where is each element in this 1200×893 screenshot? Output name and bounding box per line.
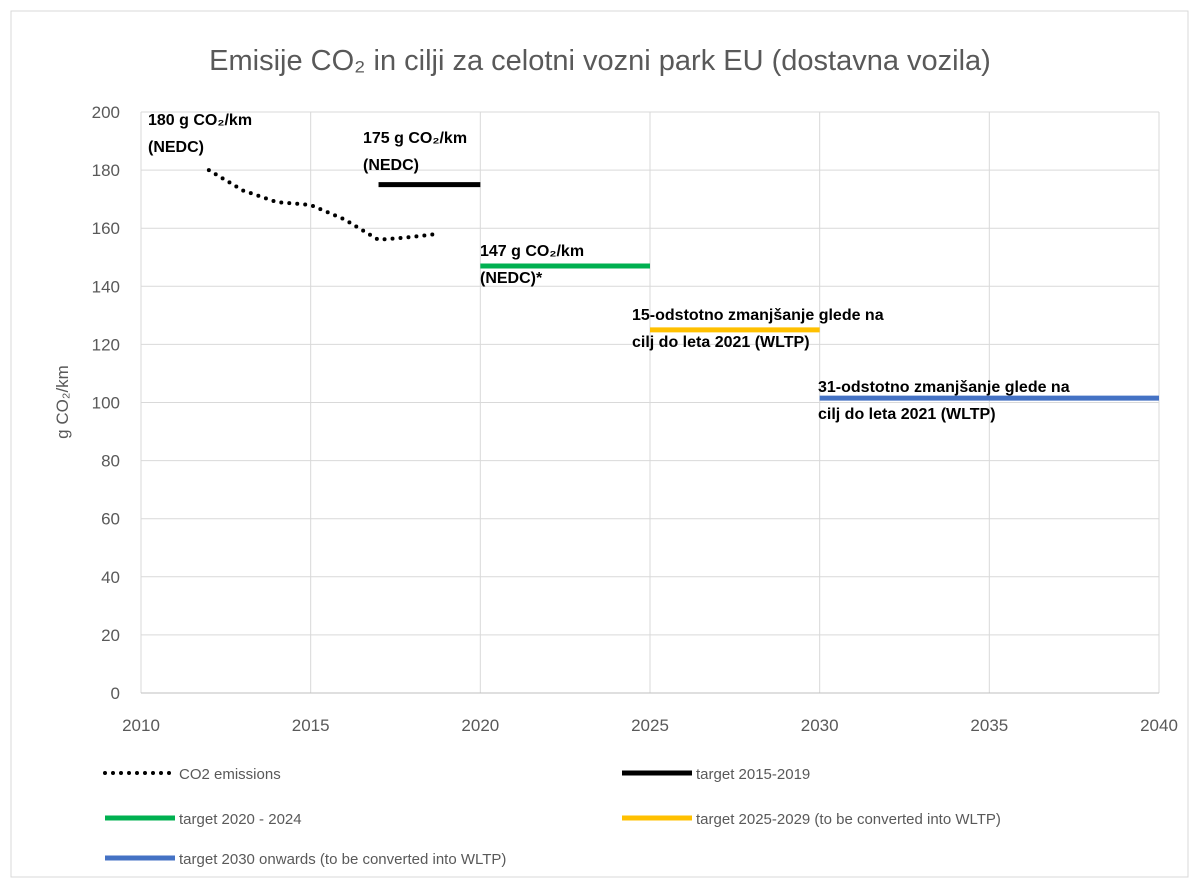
legend-label: CO2 emissions bbox=[179, 766, 281, 783]
y-tick-label: 100 bbox=[92, 394, 120, 413]
y-axis-label: g CO₂/km bbox=[53, 365, 72, 439]
legend-label: target 2020 - 2024 bbox=[179, 811, 302, 828]
y-tick-label: 80 bbox=[101, 452, 120, 471]
x-tick-label: 2015 bbox=[292, 716, 330, 735]
annotation: cilj do leta 2021 (WLTP) bbox=[818, 406, 996, 423]
annotation: cilj do leta 2021 (WLTP) bbox=[632, 334, 810, 351]
y-tick-label: 60 bbox=[101, 510, 120, 529]
chart-border bbox=[10, 10, 1189, 878]
x-tick-label: 2025 bbox=[631, 716, 669, 735]
y-tick-label: 120 bbox=[92, 335, 120, 354]
x-tick-label: 2040 bbox=[1140, 716, 1178, 735]
annotation: 31-odstotno zmanjšanje glede na bbox=[818, 379, 1070, 396]
y-tick-label: 0 bbox=[111, 684, 120, 703]
x-tick-label: 2035 bbox=[970, 716, 1008, 735]
x-tick-label: 2010 bbox=[122, 716, 160, 735]
chart-title: Emisije CO₂ in cilji za celotni vozni pa… bbox=[209, 45, 991, 77]
annotation: 180 g CO₂/km bbox=[148, 112, 252, 129]
y-tick-label: 140 bbox=[92, 277, 120, 296]
annotation: 147 g CO₂/km bbox=[480, 243, 584, 260]
y-tick-label: 160 bbox=[92, 219, 120, 238]
legend-label: target 2015-2019 bbox=[696, 766, 810, 783]
y-tick-label: 40 bbox=[101, 568, 120, 587]
legend-label: target 2030 onwards (to be converted int… bbox=[179, 851, 506, 868]
x-tick-label: 2020 bbox=[461, 716, 499, 735]
series-line bbox=[206, 168, 439, 242]
annotation: (NEDC) bbox=[148, 139, 204, 156]
y-tick-label: 180 bbox=[92, 161, 120, 180]
annotation: 175 g CO₂/km bbox=[363, 130, 467, 147]
y-tick-label: 200 bbox=[92, 103, 120, 122]
y-tick-label: 20 bbox=[101, 626, 120, 645]
annotation: 15-odstotno zmanjšanje glede na bbox=[632, 307, 884, 324]
annotation: (NEDC) bbox=[363, 157, 419, 174]
legend-label: target 2025-2029 (to be converted into W… bbox=[696, 811, 1001, 828]
annotation: (NEDC)* bbox=[480, 270, 543, 287]
x-tick-label: 2030 bbox=[801, 716, 839, 735]
